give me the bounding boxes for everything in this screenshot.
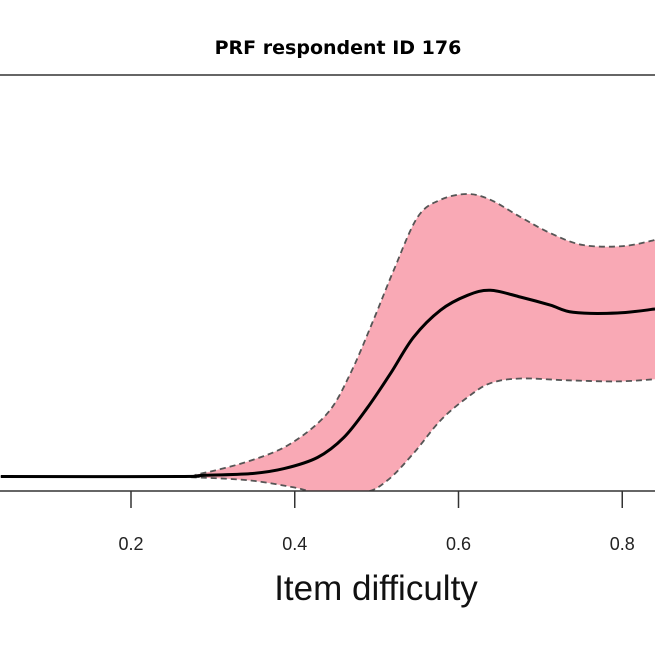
plot-area xyxy=(0,193,655,491)
lower-bound-line xyxy=(0,377,655,491)
chart-title: PRF respondent ID 176 xyxy=(215,37,462,59)
x-axis-label: Item difficulty xyxy=(274,569,478,608)
estimate-line xyxy=(0,288,655,479)
upper-bound-line xyxy=(0,193,655,478)
confidence-band xyxy=(0,194,655,491)
x-tick-label: 0.6 xyxy=(446,534,471,554)
x-tick-label: 0.4 xyxy=(282,534,307,554)
x-tick-label: 0.2 xyxy=(118,534,143,554)
x-axis-ticks: 0.2 0.4 0.6 0.8 xyxy=(118,491,635,554)
x-tick-label: 0.8 xyxy=(610,534,635,554)
